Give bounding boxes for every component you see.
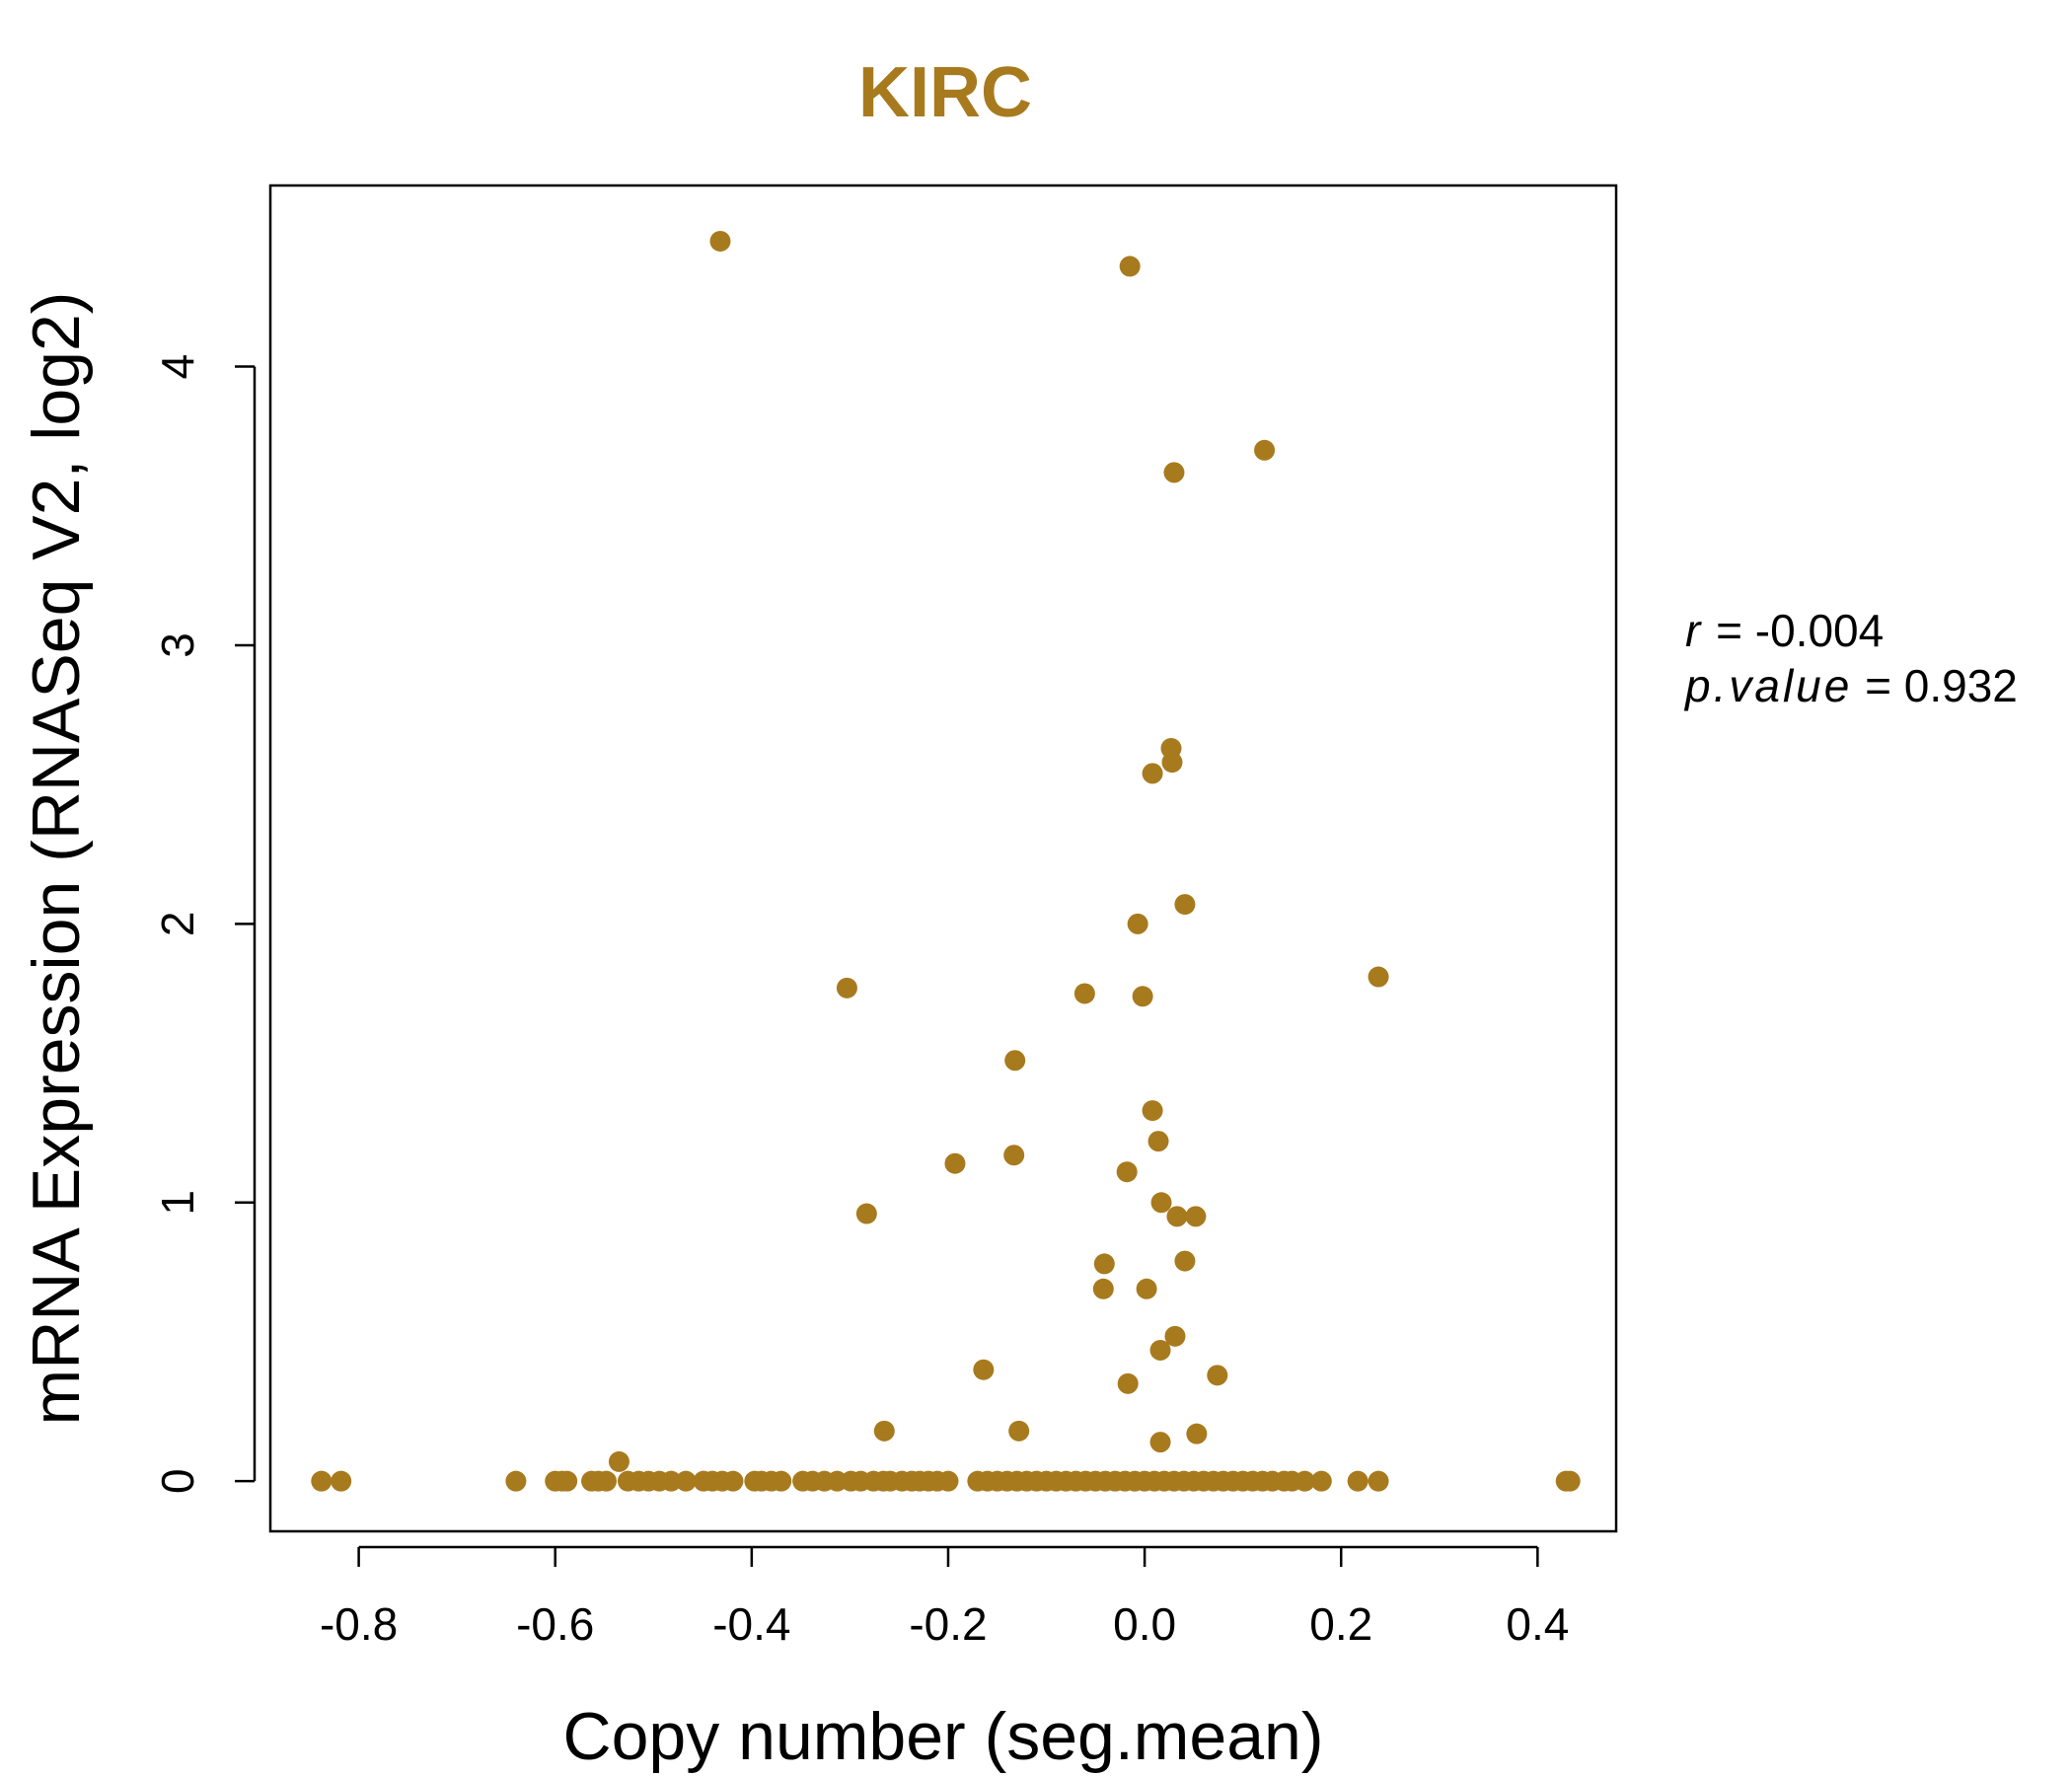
data-point xyxy=(973,1359,995,1380)
data-point xyxy=(556,1470,578,1492)
data-point xyxy=(1119,256,1141,277)
data-point xyxy=(1163,462,1185,483)
y-tick-label: 4 xyxy=(152,354,203,380)
data-points xyxy=(311,230,1581,1492)
y-tick-label: 0 xyxy=(152,1468,203,1494)
data-point xyxy=(1117,1372,1139,1394)
p-value-stat: p.value = 0.932 xyxy=(1685,659,2018,712)
y-axis: 0 1 2 3 4 xyxy=(152,354,257,1494)
p-value: 0.932 xyxy=(1903,660,2018,711)
data-point xyxy=(1149,1432,1171,1453)
data-point xyxy=(1174,1250,1196,1272)
data-point xyxy=(1164,1325,1186,1347)
data-point xyxy=(1347,1470,1369,1492)
data-point xyxy=(1294,1470,1315,1492)
data-point xyxy=(1150,1192,1172,1214)
y-tick-label: 3 xyxy=(152,632,203,658)
data-point xyxy=(1310,1470,1332,1492)
r-label: r xyxy=(1685,605,1704,656)
data-point xyxy=(1254,439,1276,461)
data-point xyxy=(1004,1050,1026,1072)
data-point xyxy=(1185,1206,1207,1227)
data-point xyxy=(1136,1278,1157,1299)
data-point xyxy=(311,1470,333,1492)
data-point xyxy=(596,1470,618,1492)
data-point xyxy=(1142,763,1163,784)
data-point xyxy=(331,1470,352,1492)
x-tick-label: -0.6 xyxy=(516,1598,594,1650)
data-point xyxy=(660,1470,682,1492)
p-equals: = xyxy=(1865,660,1904,711)
data-point xyxy=(722,1470,744,1492)
x-tick-label: -0.2 xyxy=(909,1598,987,1650)
data-point xyxy=(873,1420,895,1442)
data-point xyxy=(1116,1161,1138,1183)
data-point xyxy=(937,1470,959,1492)
data-point xyxy=(944,1152,966,1174)
data-point xyxy=(836,977,857,999)
data-point xyxy=(771,1470,792,1492)
data-point xyxy=(1161,752,1183,774)
y-tick-label: 2 xyxy=(152,912,203,937)
data-point xyxy=(1174,894,1196,916)
data-point xyxy=(505,1470,527,1492)
x-tick-label: 0.4 xyxy=(1506,1598,1569,1650)
data-point xyxy=(1093,1253,1115,1275)
data-point xyxy=(1092,1278,1114,1299)
p-label: p.value xyxy=(1685,660,1853,711)
r-value: -0.004 xyxy=(1754,605,1885,656)
data-point xyxy=(855,1203,877,1224)
data-point xyxy=(1003,1145,1025,1166)
data-point xyxy=(1147,1131,1169,1152)
x-tick-label: -0.4 xyxy=(712,1598,790,1650)
data-point xyxy=(1132,986,1153,1007)
data-point xyxy=(1166,1206,1188,1227)
data-point xyxy=(709,230,731,252)
data-point xyxy=(1368,966,1389,988)
data-point xyxy=(1559,1470,1581,1492)
chart-title: KIRC xyxy=(858,53,1032,132)
data-point xyxy=(1008,1420,1030,1442)
x-tick-label: 0.0 xyxy=(1113,1598,1176,1650)
data-point xyxy=(1186,1423,1208,1444)
data-point xyxy=(1073,983,1095,1004)
correlation-stat: r = -0.004 xyxy=(1685,604,1884,657)
data-point xyxy=(1127,913,1148,934)
r-equals: = xyxy=(1716,605,1755,656)
x-axis: -0.8 -0.6 -0.4 -0.2 0.0 0.2 0.4 xyxy=(320,1545,1569,1650)
data-point xyxy=(1368,1470,1389,1492)
data-point xyxy=(1207,1365,1228,1386)
data-point xyxy=(675,1470,697,1492)
x-tick-label: -0.8 xyxy=(320,1598,398,1650)
data-point xyxy=(1149,1339,1171,1361)
y-axis-label: mRNA Expression (RNASeq V2, log2) xyxy=(19,292,94,1426)
plot-frame xyxy=(268,184,1618,1533)
y-tick-label: 1 xyxy=(152,1190,203,1216)
x-tick-label: 0.2 xyxy=(1309,1598,1372,1650)
data-point xyxy=(1142,1100,1163,1122)
x-axis-label: Copy number (seg.mean) xyxy=(562,1699,1323,1774)
data-point xyxy=(608,1450,629,1472)
